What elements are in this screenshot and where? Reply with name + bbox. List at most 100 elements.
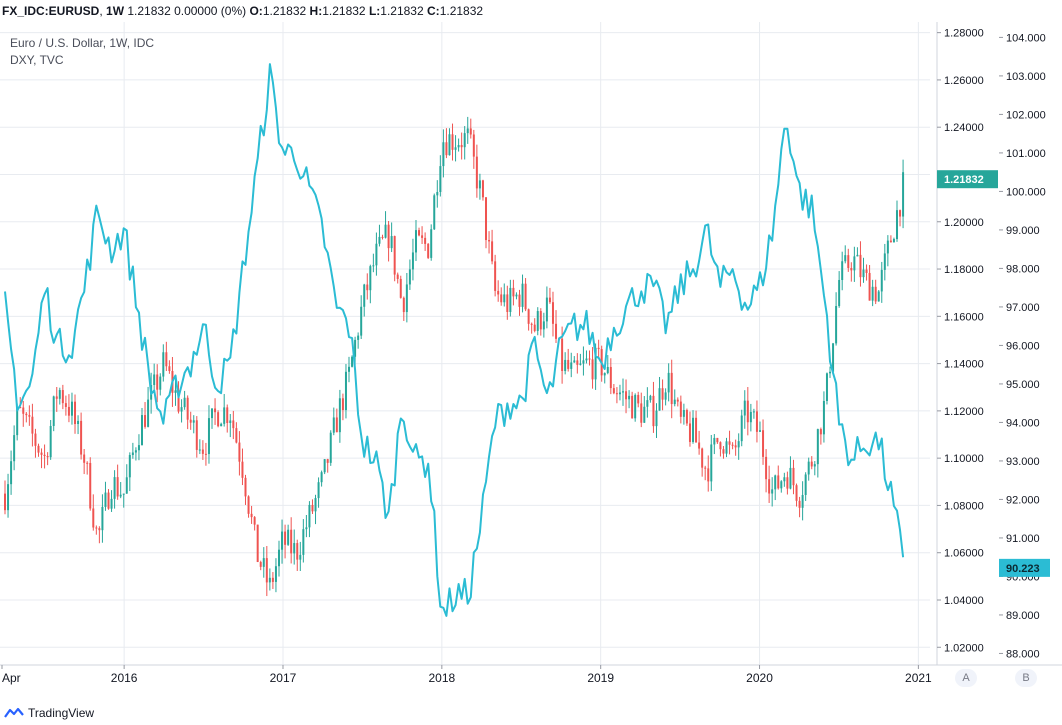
candle-body bbox=[475, 156, 478, 189]
candle-body bbox=[518, 294, 521, 307]
candle bbox=[183, 390, 186, 410]
candle-body bbox=[615, 393, 618, 395]
candle-body bbox=[643, 406, 646, 423]
candle bbox=[515, 292, 518, 300]
candle-body bbox=[652, 395, 655, 427]
candle-body bbox=[445, 142, 448, 156]
candle-body bbox=[865, 269, 868, 273]
candle bbox=[786, 471, 789, 495]
candle bbox=[807, 457, 810, 481]
time-axis[interactable]: Apr 2016 2017 2018 2019 2020 2021 bbox=[1, 665, 932, 685]
candle bbox=[156, 364, 159, 403]
dxy-price-axis[interactable]: 104.000 103.000 102.000 101.000 100.000 99.00… bbox=[999, 32, 1046, 660]
candle-body bbox=[716, 437, 719, 443]
overlay-series-legend[interactable]: DXY, TVC bbox=[10, 53, 64, 67]
price-chart[interactable]: Euro / U.S. Dollar, 1W, IDC DXY, TVC 1.2… bbox=[0, 22, 1062, 700]
dxy-price-tag-bg bbox=[999, 558, 1050, 577]
eurusd-tick-label: 1.16000 bbox=[944, 311, 984, 323]
candle bbox=[414, 220, 417, 262]
candle-body bbox=[320, 472, 323, 483]
candle bbox=[314, 494, 317, 525]
candle bbox=[238, 431, 241, 476]
low-label: L: bbox=[368, 4, 381, 18]
candle-body bbox=[162, 352, 165, 377]
tradingview-logo[interactable]: TradingView bbox=[4, 704, 94, 722]
candle-body bbox=[86, 462, 89, 464]
candle bbox=[573, 356, 576, 363]
candle-body bbox=[198, 449, 201, 451]
candle bbox=[7, 473, 10, 518]
low-value: 1.21832 bbox=[380, 4, 424, 18]
auto-scale-button[interactable]: A bbox=[955, 669, 977, 687]
eurusd-last-price-label: 1.21832 bbox=[944, 174, 984, 186]
candle-body bbox=[618, 392, 621, 395]
candle-body bbox=[25, 413, 28, 416]
candle-body bbox=[497, 290, 500, 295]
candle-body bbox=[506, 294, 509, 312]
dxy-tick-label: 101.000 bbox=[1006, 148, 1046, 160]
eurusd-tick-label: 1.06000 bbox=[944, 548, 984, 560]
eurusd-tick-label: 1.10000 bbox=[944, 453, 984, 465]
candle-body bbox=[667, 372, 670, 393]
candle bbox=[357, 332, 360, 349]
candle bbox=[296, 539, 299, 571]
candle bbox=[31, 403, 34, 447]
candle bbox=[789, 456, 792, 490]
candle bbox=[524, 278, 527, 312]
candle-body bbox=[360, 306, 363, 336]
candle bbox=[555, 310, 558, 343]
candle-body bbox=[594, 347, 597, 380]
candle bbox=[211, 408, 214, 429]
candle-body bbox=[710, 444, 713, 482]
candle bbox=[695, 410, 698, 443]
time-tick-label: 2016 bbox=[111, 671, 138, 685]
candle-body bbox=[548, 297, 551, 303]
candle bbox=[518, 289, 521, 316]
candle bbox=[871, 279, 874, 307]
brand-name: TradingView bbox=[28, 706, 95, 720]
candle bbox=[207, 405, 210, 464]
candle bbox=[198, 439, 201, 455]
candle bbox=[22, 400, 25, 427]
candle bbox=[597, 339, 600, 358]
candle-body bbox=[305, 527, 308, 530]
candle bbox=[89, 457, 92, 511]
eurusd-price-axis[interactable]: 1.280001.260001.240001.220001.200001.180… bbox=[937, 28, 984, 655]
candle bbox=[113, 470, 116, 509]
candle-body bbox=[424, 237, 427, 244]
candle-body bbox=[101, 506, 104, 531]
candle bbox=[813, 461, 816, 476]
open-label: O: bbox=[249, 4, 263, 18]
candle bbox=[58, 387, 61, 405]
candle-body bbox=[515, 294, 518, 297]
grid-lines bbox=[0, 22, 930, 665]
scale-mode-button[interactable]: B bbox=[1015, 669, 1037, 687]
candle-body bbox=[771, 489, 774, 494]
eurusd-tick-label: 1.18000 bbox=[944, 264, 984, 276]
candle bbox=[299, 541, 302, 571]
candle bbox=[418, 227, 421, 237]
candle-body bbox=[408, 269, 411, 285]
candle-body bbox=[551, 302, 554, 324]
candle bbox=[448, 128, 451, 156]
candle bbox=[545, 286, 548, 329]
interval-label[interactable]: 1W bbox=[106, 4, 125, 18]
symbol-name[interactable]: FX_IDC:EURUSD bbox=[2, 4, 100, 18]
candle bbox=[503, 283, 506, 307]
candle bbox=[631, 391, 634, 419]
candle bbox=[363, 283, 366, 317]
candle bbox=[290, 517, 293, 564]
candle bbox=[317, 477, 320, 508]
candle bbox=[253, 516, 256, 531]
main-series-legend[interactable]: Euro / U.S. Dollar, 1W, IDC bbox=[10, 36, 154, 50]
candle bbox=[585, 350, 588, 364]
candle-body bbox=[755, 411, 758, 432]
candle-body bbox=[201, 449, 204, 454]
candle bbox=[841, 251, 844, 291]
candle bbox=[104, 481, 107, 511]
candle-body bbox=[521, 283, 524, 307]
candle-body bbox=[384, 224, 387, 238]
candle bbox=[284, 524, 287, 559]
candle-body bbox=[110, 498, 113, 509]
candle-body bbox=[274, 566, 277, 582]
